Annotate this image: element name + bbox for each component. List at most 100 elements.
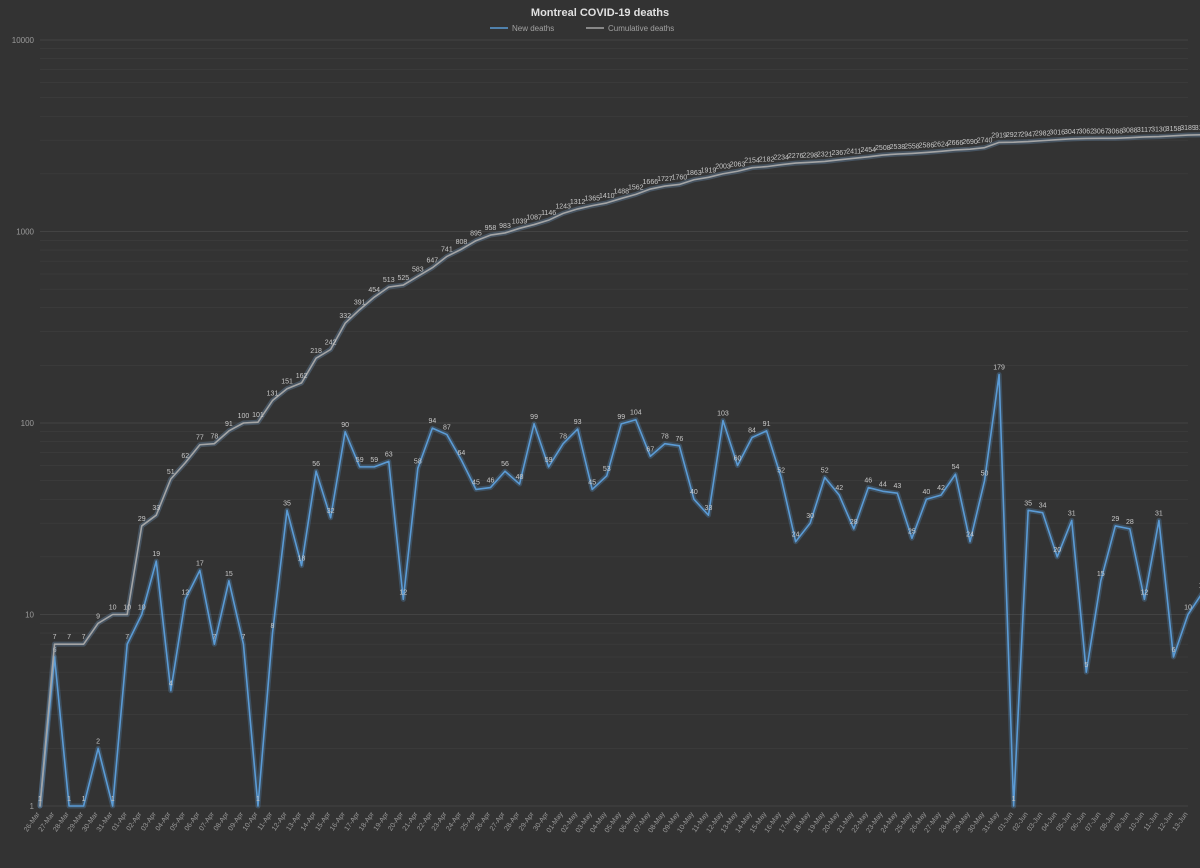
data-label: 63 xyxy=(385,451,393,458)
data-label: 2919 xyxy=(991,132,1007,139)
data-label: 1 xyxy=(256,796,260,803)
data-label: 59 xyxy=(545,457,553,464)
data-label: 583 xyxy=(412,266,424,273)
data-label: 12 xyxy=(181,589,189,596)
data-label: 40 xyxy=(923,489,931,496)
data-label: 58 xyxy=(414,458,422,465)
data-label: 3088 xyxy=(1122,128,1138,135)
data-label: 3189 xyxy=(1180,125,1196,132)
data-label: 99 xyxy=(617,414,625,421)
data-label: 1488 xyxy=(613,188,629,195)
data-label: 78 xyxy=(559,434,567,441)
data-label: 28 xyxy=(1126,519,1134,526)
data-label: 32 xyxy=(327,508,335,515)
data-label: 4 xyxy=(169,681,173,688)
data-label: 10 xyxy=(138,605,146,612)
data-label: 2982 xyxy=(1035,131,1051,138)
data-label: 2666 xyxy=(948,140,964,147)
data-label: 1727 xyxy=(657,176,673,183)
data-label: 52 xyxy=(821,467,829,474)
data-label: 1 xyxy=(82,796,86,803)
data-label: 78 xyxy=(210,434,218,441)
data-label: 46 xyxy=(487,478,495,485)
data-label: 10 xyxy=(109,605,117,612)
data-label: 332 xyxy=(339,313,351,320)
data-label: 151 xyxy=(281,379,293,386)
data-label: 91 xyxy=(225,421,233,428)
y-tick-label: 10 xyxy=(25,611,34,620)
data-label: 2538 xyxy=(890,144,906,151)
data-label: 3047 xyxy=(1064,129,1080,136)
data-label: 24 xyxy=(966,532,974,539)
data-label: 10 xyxy=(1184,605,1192,612)
data-label: 12 xyxy=(1141,589,1149,596)
data-label: 59 xyxy=(356,457,364,464)
data-label: 24 xyxy=(792,532,800,539)
data-label: 10 xyxy=(123,605,131,612)
data-label: 7 xyxy=(53,634,57,641)
data-label: 53 xyxy=(603,466,611,473)
y-tick-label: 100 xyxy=(21,419,35,428)
data-label: 56 xyxy=(312,461,320,468)
data-label: 2367 xyxy=(831,150,847,157)
data-label: 1243 xyxy=(555,203,571,210)
y-tick-label: 1000 xyxy=(16,228,34,237)
data-label: 3067 xyxy=(1093,128,1109,135)
data-label: 87 xyxy=(443,425,451,432)
data-label: 2454 xyxy=(861,147,877,154)
data-label: 3068 xyxy=(1108,128,1124,135)
data-label: 46 xyxy=(864,478,872,485)
data-label: 54 xyxy=(952,464,960,471)
data-label: 18 xyxy=(298,556,306,563)
data-label: 513 xyxy=(383,277,395,284)
data-label: 3199 xyxy=(1195,125,1200,132)
data-label: 19 xyxy=(152,551,160,558)
data-label: 5 xyxy=(1084,662,1088,669)
data-label: 2182 xyxy=(759,157,775,164)
data-label: 1410 xyxy=(599,193,615,200)
data-label: 100 xyxy=(238,413,250,420)
data-label: 99 xyxy=(530,414,538,421)
data-label: 983 xyxy=(499,223,511,230)
data-label: 43 xyxy=(893,483,901,490)
data-label: 78 xyxy=(661,434,669,441)
data-label: 76 xyxy=(675,436,683,443)
y-tick-label: 10000 xyxy=(12,36,35,45)
data-label: 242 xyxy=(325,339,337,346)
data-label: 2298 xyxy=(802,152,818,159)
data-label: 2947 xyxy=(1020,132,1036,139)
data-label: 77 xyxy=(196,435,204,442)
data-label: 67 xyxy=(646,446,654,453)
data-label: 1312 xyxy=(570,199,586,206)
data-label: 2740 xyxy=(977,138,993,145)
data-label: 958 xyxy=(485,225,497,232)
data-label: 45 xyxy=(472,479,480,486)
data-label: 50 xyxy=(981,471,989,478)
data-label: 8 xyxy=(271,623,275,630)
data-label: 9 xyxy=(96,613,100,620)
data-label: 44 xyxy=(879,481,887,488)
data-label: 525 xyxy=(397,275,409,282)
data-label: 2690 xyxy=(962,139,978,146)
data-label: 15 xyxy=(1097,571,1105,578)
data-label: 7 xyxy=(212,634,216,641)
data-label: 35 xyxy=(1024,500,1032,507)
data-label: 131 xyxy=(267,391,279,398)
data-label: 647 xyxy=(427,258,439,265)
data-label: 2321 xyxy=(817,151,833,158)
data-label: 34 xyxy=(1039,503,1047,510)
data-label: 42 xyxy=(835,485,843,492)
chart-container: Montreal COVID-19 deathsNew deathsCumula… xyxy=(0,0,1200,868)
data-label: 31 xyxy=(1068,510,1076,517)
data-label: 45 xyxy=(588,479,596,486)
data-label: 25 xyxy=(908,528,916,535)
data-label: 1666 xyxy=(643,179,659,186)
data-label: 3130 xyxy=(1151,127,1167,134)
data-label: 1365 xyxy=(584,196,600,203)
data-label: 3016 xyxy=(1049,130,1065,137)
data-label: 51 xyxy=(167,469,175,476)
data-label: 60 xyxy=(734,455,742,462)
data-label: 29 xyxy=(138,516,146,523)
data-label: 15 xyxy=(225,571,233,578)
chart-svg: Montreal COVID-19 deathsNew deathsCumula… xyxy=(0,0,1200,868)
